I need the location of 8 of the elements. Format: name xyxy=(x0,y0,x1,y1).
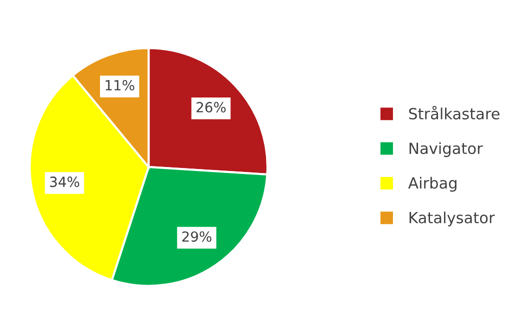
data-label: 26% xyxy=(196,102,226,112)
legend-label: Navigator xyxy=(410,142,483,158)
data-label: 29% xyxy=(182,231,212,242)
legend-label: Katalysator xyxy=(410,212,495,226)
legend-label: Strålkastare xyxy=(409,106,500,120)
data-label: 34% xyxy=(50,176,80,188)
legend-label: Airbag xyxy=(408,176,456,192)
data-label: 11% xyxy=(106,80,134,90)
